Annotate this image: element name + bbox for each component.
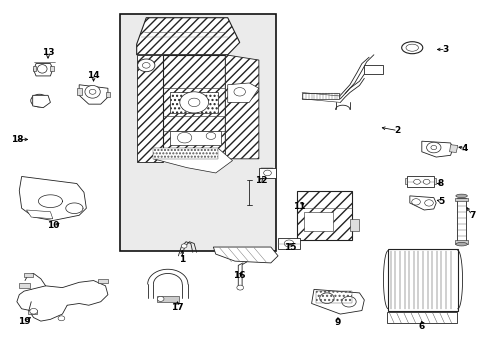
Ellipse shape [401, 42, 422, 54]
Ellipse shape [85, 85, 100, 98]
Ellipse shape [142, 63, 150, 68]
Polygon shape [433, 178, 435, 184]
Ellipse shape [38, 65, 47, 73]
Ellipse shape [426, 142, 440, 153]
Ellipse shape [188, 98, 200, 107]
Polygon shape [26, 210, 53, 219]
Polygon shape [33, 95, 50, 108]
Text: 14: 14 [87, 71, 100, 80]
Text: 7: 7 [468, 211, 474, 220]
Ellipse shape [181, 244, 186, 248]
Ellipse shape [36, 98, 43, 103]
Ellipse shape [284, 240, 293, 247]
Text: 8: 8 [437, 179, 443, 188]
Text: 19: 19 [18, 317, 30, 325]
Polygon shape [77, 88, 81, 95]
Polygon shape [409, 196, 435, 210]
Bar [407, 176, 433, 187]
Ellipse shape [30, 309, 38, 314]
Ellipse shape [423, 179, 429, 184]
Bar [24, 274, 33, 277]
Text: 9: 9 [334, 318, 341, 327]
Polygon shape [19, 176, 86, 221]
Text: 4: 4 [461, 144, 467, 153]
Ellipse shape [233, 87, 245, 96]
Ellipse shape [58, 316, 64, 321]
Polygon shape [153, 148, 218, 159]
Bar [386, 312, 456, 323]
Ellipse shape [411, 199, 420, 205]
Polygon shape [153, 148, 232, 173]
Bar [387, 249, 457, 311]
Polygon shape [50, 66, 54, 71]
Ellipse shape [430, 145, 436, 150]
Bar [316, 291, 351, 303]
Text: 3: 3 [442, 45, 448, 54]
Ellipse shape [177, 132, 191, 143]
Ellipse shape [89, 89, 96, 94]
Polygon shape [105, 92, 110, 97]
Polygon shape [170, 131, 220, 145]
Polygon shape [454, 198, 467, 201]
Bar [120, 14, 275, 251]
Ellipse shape [405, 44, 418, 51]
Ellipse shape [455, 194, 467, 198]
Bar [278, 238, 299, 249]
Text: 16: 16 [233, 271, 245, 280]
Bar [19, 283, 30, 288]
Bar [364, 66, 383, 74]
Ellipse shape [236, 285, 243, 290]
Text: 10: 10 [46, 221, 59, 230]
Bar [157, 296, 179, 302]
Polygon shape [448, 145, 457, 153]
Polygon shape [454, 240, 467, 243]
Ellipse shape [424, 200, 432, 206]
Text: 6: 6 [418, 322, 424, 331]
Polygon shape [213, 247, 278, 263]
Bar [349, 219, 358, 231]
Text: 5: 5 [437, 197, 443, 206]
Bar [304, 212, 332, 231]
Polygon shape [421, 141, 452, 157]
Bar [302, 93, 339, 99]
Ellipse shape [263, 170, 271, 176]
Text: 2: 2 [394, 126, 400, 135]
Polygon shape [33, 66, 36, 71]
Polygon shape [227, 83, 258, 102]
Bar [258, 168, 275, 178]
Ellipse shape [413, 179, 420, 184]
Ellipse shape [157, 296, 163, 301]
Ellipse shape [341, 296, 355, 307]
Bar [98, 279, 108, 283]
Polygon shape [225, 55, 258, 159]
Text: 15: 15 [283, 243, 296, 252]
Ellipse shape [137, 59, 155, 72]
Text: 13: 13 [41, 49, 54, 58]
Ellipse shape [206, 132, 215, 139]
Polygon shape [170, 92, 218, 113]
Polygon shape [34, 64, 53, 76]
Polygon shape [137, 18, 239, 55]
Ellipse shape [180, 92, 208, 113]
Text: 17: 17 [171, 302, 183, 311]
Ellipse shape [31, 94, 48, 107]
Text: 11: 11 [293, 202, 305, 211]
Text: 12: 12 [255, 176, 267, 185]
Polygon shape [137, 55, 163, 162]
Ellipse shape [319, 293, 333, 303]
Polygon shape [404, 178, 407, 184]
Bar [28, 310, 38, 314]
Polygon shape [163, 55, 225, 159]
Text: 18: 18 [11, 135, 23, 144]
Ellipse shape [455, 242, 467, 246]
Polygon shape [311, 289, 364, 314]
Bar [456, 198, 466, 243]
Text: 1: 1 [179, 255, 185, 264]
Polygon shape [79, 85, 108, 104]
Bar [297, 190, 351, 240]
